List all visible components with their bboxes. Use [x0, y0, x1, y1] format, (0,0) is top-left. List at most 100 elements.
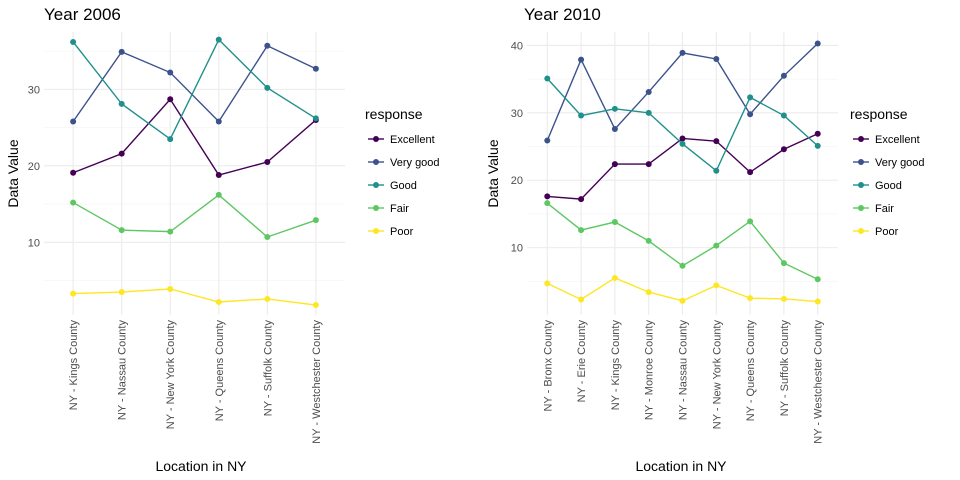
data-point-poor	[578, 296, 585, 303]
data-point-good	[70, 38, 77, 45]
data-point-excellent	[544, 193, 551, 200]
legend-label: Good	[875, 180, 902, 192]
legend-key-point	[858, 136, 864, 142]
data-point-poor	[645, 289, 652, 296]
data-point-excellent	[814, 130, 821, 137]
data-point-good	[544, 75, 551, 82]
data-point-poor	[215, 298, 222, 305]
data-point-good	[713, 167, 720, 174]
data-point-good	[312, 115, 319, 122]
data-point-excellent	[118, 150, 125, 157]
data-point-good	[611, 105, 618, 112]
legend-label: Excellent	[875, 134, 920, 146]
y-tick-label: 10	[511, 243, 523, 255]
y-tick-label: 30	[28, 84, 40, 96]
data-point-good	[679, 140, 686, 147]
legend-key-point	[373, 228, 379, 234]
data-point-excellent	[747, 169, 754, 176]
data-point-poor	[780, 295, 787, 302]
data-point-fair	[70, 199, 77, 206]
data-point-very-good	[118, 48, 125, 55]
data-point-fair	[544, 200, 551, 207]
data-point-good	[645, 109, 652, 116]
legend-label: Very good	[390, 157, 440, 169]
legend-key-point	[373, 205, 379, 211]
legend-key-point	[373, 182, 379, 188]
series-line-good	[72, 38, 317, 141]
x-tick-label: NY - Westchester County	[311, 320, 323, 444]
x-tick-label: NY - Nassau County	[678, 320, 690, 421]
data-point-excellent	[645, 161, 652, 168]
legend-label: Good	[390, 180, 417, 192]
legend-key-point	[858, 228, 864, 234]
data-point-very-good	[780, 72, 787, 79]
data-point-poor	[713, 282, 720, 289]
legend-title: response	[365, 106, 423, 122]
data-point-excellent	[70, 169, 77, 176]
panel-1: 10 20 30 NY - Kings County NY - Nassau Count…	[5, 5, 440, 474]
y-tick-label: 40	[511, 40, 523, 52]
data-point-excellent	[264, 159, 271, 166]
x-tick-label: NY - Kings County	[68, 320, 80, 411]
legend: response Excellent Very good Good Fair Poor	[365, 106, 440, 238]
data-point-fair	[611, 219, 618, 226]
data-point-very-good	[747, 111, 754, 118]
data-point-fair	[780, 260, 787, 267]
x-tick-label: NY - Queens County	[745, 320, 757, 422]
data-point-very-good	[70, 118, 77, 125]
data-point-very-good	[578, 56, 585, 63]
series-line-fair	[72, 194, 317, 238]
x-tick-label: NY - Suffolk County	[779, 320, 791, 417]
data-point-very-good	[215, 118, 222, 125]
data-point-fair	[264, 233, 271, 240]
data-point-very-good	[679, 49, 686, 56]
data-point-poor	[747, 295, 754, 302]
x-tick-label: NY - Suffolk County	[262, 320, 274, 417]
legend-title: response	[850, 106, 908, 122]
data-point-very-good	[544, 137, 551, 144]
data-point-excellent	[167, 96, 174, 103]
data-point-poor	[611, 274, 618, 281]
x-tick-label: NY - Nassau County	[117, 320, 129, 421]
x-axis-title: Location in NY	[155, 458, 247, 474]
panel-2: 10 20 30 40 NY - Bronx County NY - Erie Count…	[485, 5, 925, 474]
data-point-excellent	[679, 135, 686, 142]
data-point-fair	[215, 191, 222, 198]
legend-label: Poor	[390, 226, 414, 238]
data-point-poor	[70, 290, 77, 297]
data-point-fair	[167, 228, 174, 235]
data-point-good	[747, 94, 754, 101]
series-line-excellent	[72, 98, 317, 176]
x-tick-label: NY - Erie County	[576, 320, 588, 403]
legend-label: Poor	[875, 226, 899, 238]
legend: response Excellent Very good Good Fair Poor	[850, 106, 925, 238]
data-point-good	[167, 136, 174, 143]
data-point-very-good	[645, 88, 652, 95]
x-tick-label: NY - Queens County	[214, 320, 226, 422]
y-axis-title: Data Value	[485, 139, 501, 207]
legend-key-point	[858, 182, 864, 188]
data-point-excellent	[611, 161, 618, 168]
panel-title: Year 2010	[524, 5, 601, 24]
legend-key-point	[373, 159, 379, 165]
data-point-fair	[814, 276, 821, 283]
data-point-poor	[167, 285, 174, 292]
y-axis-title: Data Value	[5, 139, 21, 207]
data-point-very-good	[312, 65, 319, 72]
data-point-fair	[747, 218, 754, 225]
y-tick-label: 20	[28, 161, 40, 173]
data-point-very-good	[611, 126, 618, 133]
x-tick-label: NY - Kings County	[610, 320, 622, 411]
data-point-good	[118, 100, 125, 107]
legend-key-point	[373, 136, 379, 142]
legend-key-point	[858, 205, 864, 211]
data-point-poor	[264, 295, 271, 302]
data-point-good	[814, 142, 821, 149]
data-point-good	[264, 84, 271, 91]
legend-label: Fair	[875, 203, 894, 215]
data-point-poor	[312, 302, 319, 309]
legend-key-point	[858, 159, 864, 165]
legend-label: Very good	[875, 157, 925, 169]
legend-label: Fair	[390, 203, 409, 215]
